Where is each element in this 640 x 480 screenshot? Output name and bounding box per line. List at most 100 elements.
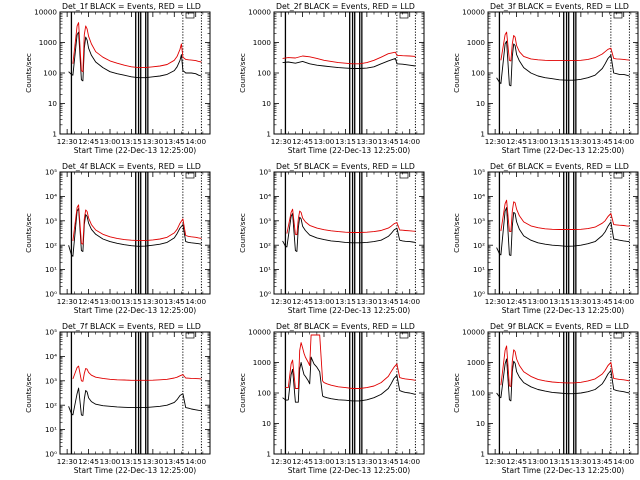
panel-2-xtick-label: 13:00 [314, 137, 335, 146]
panel-6-xtick-label: 12:30 [485, 297, 506, 306]
panel-1-xlabel: Start Time (22-Dec-13 12:25:00) [74, 146, 196, 155]
panel-2-xtick-label: 12:30 [271, 137, 292, 146]
panel-2-series-lld-line [282, 51, 416, 65]
panel-3-xtick-label: 12:30 [485, 137, 506, 146]
panel-7-xtick-label: 12:30 [57, 457, 78, 466]
panel-9-xtick-label: 14:00 [613, 457, 634, 466]
panel-2-ytick-label: 1 [266, 130, 271, 139]
panel-8-legend-box [399, 332, 409, 339]
panel-7-ytick-label: 10³ [45, 376, 57, 385]
panel-9-title: Det_9f BLACK = Events, RED = LLD [490, 322, 629, 331]
panel-5-ytick-label: 10⁰ [259, 290, 271, 299]
panel-6-ytick-label: 10¹ [473, 265, 485, 274]
panel-1-ytick-label: 10000 [34, 8, 57, 17]
panel-7-ytick-label: 10¹ [45, 425, 57, 434]
panel-5-xtick-label: 13:30 [356, 297, 377, 306]
panel-4-ytick-label: 10¹ [45, 265, 57, 274]
panel-5-xlabel: Start Time (22-Dec-13 12:25:00) [288, 306, 410, 315]
panel-6-xtick-label: 12:45 [506, 297, 527, 306]
panel-5-xtick-label: 12:45 [292, 297, 313, 306]
panel-4-ytick-label: 10³ [45, 216, 57, 225]
panel-6-xlabel: Start Time (22-Dec-13 12:25:00) [502, 306, 624, 315]
panel-7-legend-box [185, 332, 195, 339]
panel-4-series-lld-line [72, 204, 202, 245]
panel-2-axes-frame [273, 11, 425, 135]
panel-5-ytick-label: 10² [259, 241, 271, 250]
panel-1-ytick-label: 1 [52, 130, 57, 139]
panel-4-series-events-line [68, 208, 202, 257]
panel-1-ytick-label: 1000 [39, 38, 58, 47]
panel-2-ylabel: Counts/sec [238, 53, 247, 93]
panel-5-title: Det_5f BLACK = Events, RED = LLD [276, 162, 415, 171]
panel-5-ytick-label: 10⁴ [259, 192, 271, 201]
panel-5-ytick-label: 10⁵ [259, 168, 271, 177]
panel-7-xtick-label: 13:30 [142, 457, 163, 466]
panel-5-ylabel: Counts/sec [238, 213, 247, 253]
panel-6-xtick-label: 13:15 [549, 297, 570, 306]
panel-7-ylabel: Counts/sec [24, 373, 33, 413]
panel-4-ytick-label: 10² [45, 241, 57, 250]
panel-8-xtick-label: 13:45 [378, 457, 399, 466]
panel-4-xtick-label: 13:45 [164, 297, 185, 306]
panel-5-series-events-line [282, 213, 416, 252]
panel-4-xtick-label: 13:00 [100, 297, 121, 306]
panel-8-ytick-label: 1000 [253, 358, 272, 367]
panel-8-xtick-label: 13:00 [314, 457, 335, 466]
panel-5-series-lld-line [286, 208, 416, 236]
panel-3-ytick-label: 1000 [467, 38, 486, 47]
panel-1-ylabel: Counts/sec [24, 53, 33, 93]
panel-9-ylabel: Counts/sec [452, 373, 461, 413]
panel-6-ytick-label: 10⁰ [473, 290, 485, 299]
panel-8-ytick-label: 100 [257, 389, 271, 398]
panel-4-ytick-label: 10⁰ [45, 290, 57, 299]
panel-8-xtick-label: 12:30 [271, 457, 292, 466]
panel-8-xtick-label: 13:15 [335, 457, 356, 466]
panel-1-xtick-label: 12:45 [78, 137, 99, 146]
panel-6-ytick-label: 10³ [473, 216, 485, 225]
panel-3-xtick-label: 13:30 [570, 137, 591, 146]
panel-6-title: Det_6f BLACK = Events, RED = LLD [490, 162, 629, 171]
panel-3-series-events-line [496, 40, 630, 87]
panel-9-legend-box [613, 332, 623, 339]
panel-9-xtick-label: 13:30 [570, 457, 591, 466]
panel-8-xlabel: Start Time (22-Dec-13 12:25:00) [288, 466, 410, 475]
panel-9-ytick-label: 10000 [462, 328, 485, 337]
panel-6-xtick-label: 13:30 [570, 297, 591, 306]
panel-1-xtick-label: 13:30 [142, 137, 163, 146]
panel-3-series-lld-line [500, 31, 630, 62]
panel-7-ytick-label: 10⁰ [45, 450, 57, 459]
panel-8-title: Det_8f BLACK = Events, RED = LLD [276, 322, 415, 331]
panel-5-ytick-label: 10³ [259, 216, 271, 225]
panel-2-series-events-line [282, 57, 416, 69]
panel-2-xtick-label: 14:00 [399, 137, 420, 146]
panel-3-xtick-label: 14:00 [613, 137, 634, 146]
panel-9-series-lld-line [500, 345, 630, 387]
panel-8-xtick-label: 12:45 [292, 457, 313, 466]
panel-9-ytick-label: 1000 [467, 358, 486, 367]
panel-4-ylabel: Counts/sec [24, 213, 33, 253]
panel-3-ylabel: Counts/sec [452, 53, 461, 93]
panel-8-ytick-label: 10 [262, 419, 272, 428]
panel-5-ytick-label: 10¹ [259, 265, 271, 274]
panel-3-ytick-label: 10 [476, 99, 486, 108]
panel-6-xtick-label: 14:00 [613, 297, 634, 306]
panel-6-xtick-label: 13:45 [592, 297, 613, 306]
panel-8-ytick-label: 1 [266, 450, 271, 459]
panel-6-axes-frame [487, 171, 639, 295]
panel-8-series-lld-line [285, 334, 416, 389]
panel-6-series-lld-line [500, 199, 630, 233]
panel-3-xlabel: Start Time (22-Dec-13 12:25:00) [502, 146, 624, 155]
panel-5-axes-frame [273, 171, 425, 295]
panel-4-xtick-label: 13:15 [121, 297, 142, 306]
panel-3-ytick-label: 100 [471, 69, 485, 78]
panel-9-ytick-label: 10 [476, 419, 486, 428]
panel-3-xtick-label: 12:45 [506, 137, 527, 146]
panel-2-legend-box [399, 12, 409, 19]
panel-7-xtick-label: 12:45 [78, 457, 99, 466]
panel-2-xtick-label: 12:45 [292, 137, 313, 146]
panel-3-title: Det_3f BLACK = Events, RED = LLD [490, 2, 629, 11]
panel-9-xlabel: Start Time (22-Dec-13 12:25:00) [502, 466, 624, 475]
panel-6-ytick-label: 10⁴ [473, 192, 485, 201]
panel-1-title: Det_1f BLACK = Events, RED = LLD [62, 2, 201, 11]
panel-7-xtick-label: 13:00 [100, 457, 121, 466]
